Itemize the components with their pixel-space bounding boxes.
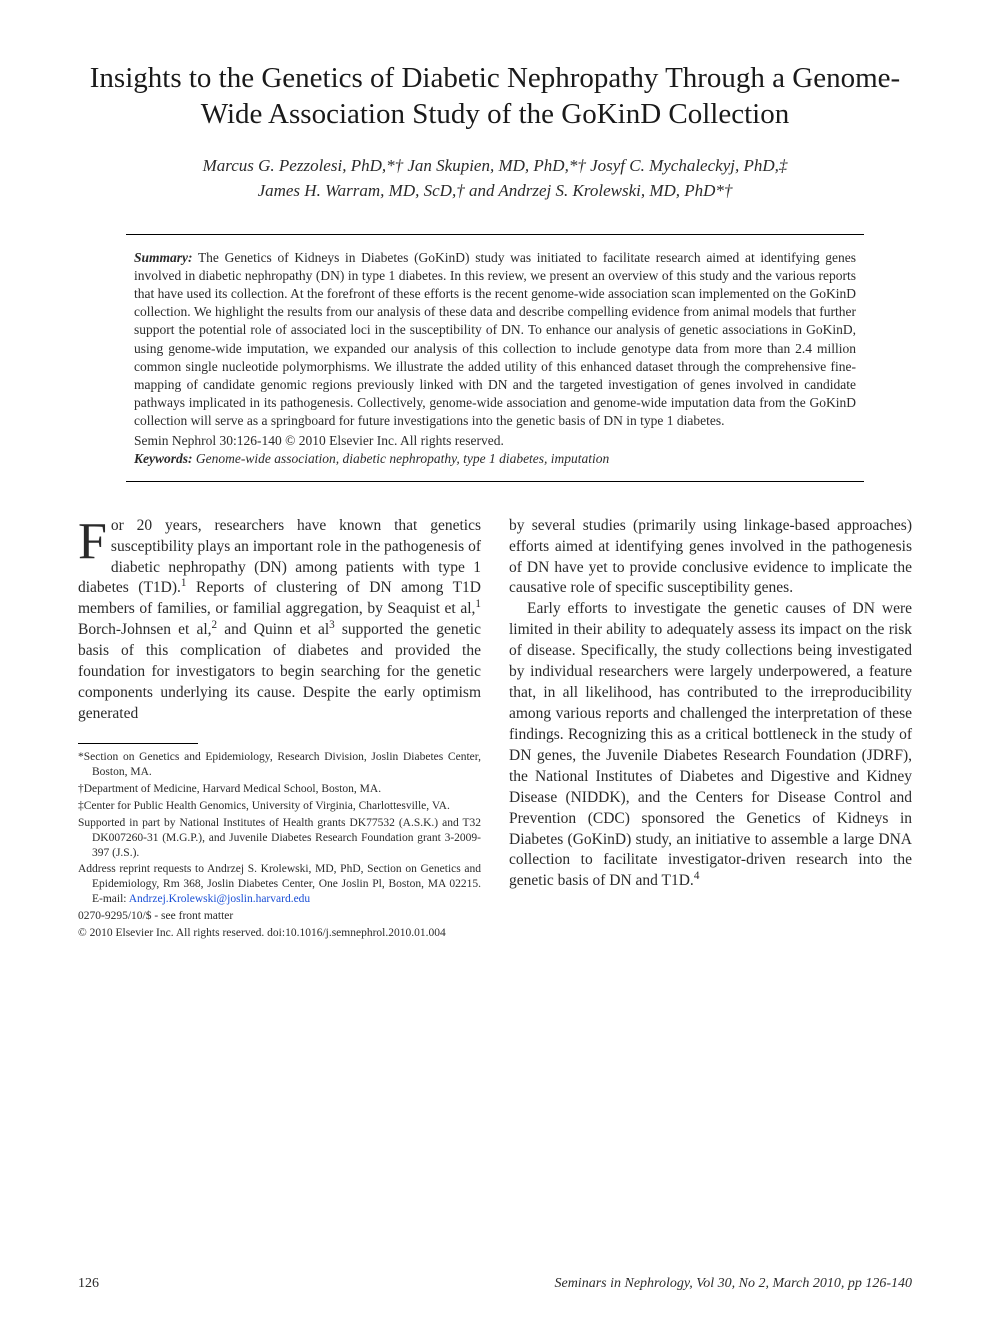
page-footer: 126 Seminars in Nephrology, Vol 30, No 2… — [78, 1276, 912, 1292]
title-block: Insights to the Genetics of Diabetic Nep… — [78, 60, 912, 204]
footnote-reprint: Address reprint requests to Andrzej S. K… — [78, 862, 481, 907]
body-paragraph-2: Early efforts to investigate the genetic… — [509, 599, 912, 892]
ref-4: 4 — [694, 870, 700, 882]
authors-line-2: James H. Warram, MD, ScD,† and Andrzej S… — [78, 178, 912, 204]
summary-label: Summary: — [134, 250, 193, 265]
footnote-copyright: © 2010 Elsevier Inc. All rights reserved… — [78, 926, 481, 941]
keywords-line: Keywords: Genome-wide association, diabe… — [134, 451, 856, 467]
keywords-label: Keywords: — [134, 451, 193, 466]
footnote-affil-3: ‡Center for Public Health Genomics, Univ… — [78, 799, 481, 814]
authors-line-1: Marcus G. Pezzolesi, PhD,*† Jan Skupien,… — [78, 153, 912, 179]
footnote-issn: 0270-9295/10/$ - see front matter — [78, 909, 481, 924]
reprint-email-link[interactable]: Andrzej.Krolewski@joslin.harvard.edu — [129, 893, 310, 905]
article-title: Insights to the Genetics of Diabetic Nep… — [78, 60, 912, 133]
keywords-text: Genome-wide association, diabetic nephro… — [196, 451, 609, 466]
p1-text-d: and Quinn et al — [217, 621, 329, 638]
footnote-funding: Supported in part by National Institutes… — [78, 816, 481, 861]
summary-paragraph: Summary: The Genetics of Kidneys in Diab… — [134, 249, 856, 431]
footnote-affil-2: †Department of Medicine, Harvard Medical… — [78, 782, 481, 797]
body-paragraph-1-cont: by several studies (primarily using link… — [509, 516, 912, 600]
body-paragraph-1: For 20 years, researchers have known tha… — [78, 516, 481, 725]
abstract-box: Summary: The Genetics of Kidneys in Diab… — [126, 234, 864, 482]
column-left: For 20 years, researchers have known tha… — [78, 516, 481, 943]
column-right: by several studies (primarily using link… — [509, 516, 912, 943]
dropcap: F — [78, 516, 111, 564]
p2-text: Early efforts to investigate the genetic… — [509, 600, 912, 889]
p1-text-c: Borch-Johnsen et al, — [78, 621, 212, 638]
ref-1b: 1 — [475, 598, 481, 610]
footnotes: *Section on Genetics and Epidemiology, R… — [78, 750, 481, 941]
summary-body: The Genetics of Kidneys in Diabetes (GoK… — [134, 250, 856, 429]
footnote-affil-1: *Section on Genetics and Epidemiology, R… — [78, 750, 481, 780]
journal-reference: Seminars in Nephrology, Vol 30, No 2, Ma… — [554, 1276, 912, 1292]
abstract-citation: Semin Nephrol 30:126-140 © 2010 Elsevier… — [134, 433, 856, 449]
authors: Marcus G. Pezzolesi, PhD,*† Jan Skupien,… — [78, 153, 912, 204]
page-number: 126 — [78, 1276, 99, 1292]
body-columns: For 20 years, researchers have known tha… — [78, 516, 912, 943]
footnotes-rule — [78, 743, 198, 744]
